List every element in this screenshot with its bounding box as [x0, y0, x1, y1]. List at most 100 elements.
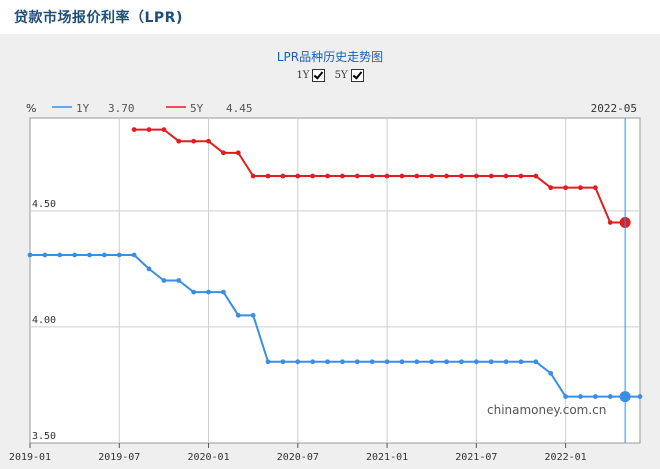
series-5y-point [429, 173, 435, 179]
series-5y-point [563, 185, 569, 191]
series-5y-point [578, 185, 583, 191]
toggle-5y[interactable]: 5Y [335, 69, 364, 82]
series-1y-point [221, 289, 226, 295]
series-5y-point [592, 185, 598, 191]
series-1y-point [265, 359, 271, 365]
series-5y-point [280, 173, 286, 179]
plot-area [29, 117, 641, 444]
series-1y-point [101, 252, 107, 258]
series-1y-point [340, 359, 345, 365]
grid [30, 118, 640, 443]
y-tick-label: 3.50 [32, 431, 56, 442]
series-5y-point [235, 150, 241, 156]
series-1y-point [161, 278, 167, 283]
series-1y-point [414, 359, 420, 365]
series-1y-point [191, 289, 197, 295]
series-1y-point [369, 359, 375, 365]
toggle-5y-checkbox[interactable] [350, 69, 364, 82]
series-5y-point [399, 173, 405, 179]
series-5y-point [295, 173, 301, 179]
series-1y-point [250, 312, 256, 318]
series-1y-point [131, 252, 137, 258]
series-1y-point [42, 252, 48, 258]
series-1y-point [87, 252, 92, 258]
series-5y-point [369, 173, 375, 179]
series-1y-point [503, 359, 509, 365]
toggle-1y-checkbox[interactable] [312, 69, 326, 82]
series-5y-point [310, 173, 316, 179]
page-title: 贷款市场报价利率（LPR) [14, 10, 183, 26]
series-1y-point [57, 252, 63, 258]
series-5y-point [146, 127, 152, 133]
series-1y-point [354, 359, 360, 365]
page-header: 贷款市场报价利率（LPR) [0, 0, 660, 34]
series-1y-point [176, 278, 182, 283]
series-5y-point [206, 138, 211, 144]
series-5y-point [384, 173, 390, 179]
series-5y-point [518, 173, 524, 179]
series-1y-point [518, 359, 524, 365]
series-1y-point [399, 359, 405, 365]
y-tick-label: 4.50 [32, 199, 56, 210]
series-1y-point [429, 359, 435, 365]
series-5y-line [134, 128, 626, 224]
legend-1y-name: 1Y [76, 102, 90, 115]
series-5y-point [354, 173, 360, 179]
series-1y-point [578, 394, 583, 399]
toggle-1y-label: 1Y [296, 70, 310, 81]
series-1y-point [444, 359, 449, 365]
x-tick-label: 2020-07 [277, 452, 319, 463]
series-1y-point [637, 394, 643, 399]
x-tick-label: 2022-01 [545, 452, 587, 463]
x-tick-label: 2021-07 [455, 452, 497, 463]
series-1y-point [459, 359, 464, 365]
series-1y-point [116, 252, 122, 258]
y-axis: 4.50 4.00 3.50 [32, 199, 56, 442]
series-1y-point [548, 370, 554, 376]
series-1y-point [27, 252, 33, 258]
x-tick-label: 2019-01 [9, 452, 51, 463]
cursor-date-label: 2022-05 [591, 102, 637, 115]
series-1y-point [310, 359, 316, 365]
series-5y-point [340, 173, 345, 179]
series-1y-point [488, 359, 494, 365]
series-5y-point [221, 150, 226, 156]
series-1y-point [280, 359, 286, 365]
series-1y-point [384, 359, 390, 365]
x-tick-label: 2019-07 [98, 452, 140, 463]
series-5y-point [325, 173, 330, 179]
series-5y-point [444, 173, 449, 179]
series-1y-point [563, 394, 569, 399]
x-axis: 2019-01 2019-07 2020-01 2020-07 2021-01 2021-… [9, 443, 587, 463]
x-tick-label: 2020-01 [187, 452, 229, 463]
series-5y-point [131, 127, 137, 133]
series-5y-point [176, 138, 182, 144]
y-unit-label: % [26, 102, 36, 115]
series-5y-point [191, 138, 197, 144]
series-1y-point [533, 359, 539, 365]
chart-title: LPR品种历史走势图 [276, 50, 384, 64]
series-5y-point [473, 173, 479, 179]
series-1y-point [146, 266, 152, 272]
series-5y-point [250, 173, 256, 179]
x-tick-label: 2021-01 [366, 452, 408, 463]
series-5y-point [265, 173, 271, 179]
toggle-5y-label: 5Y [334, 70, 348, 81]
legend-1y-value: 3.70 [108, 102, 135, 115]
series-1y-line [30, 253, 640, 398]
series-5y-point [414, 173, 420, 179]
series-5y-point [459, 173, 464, 179]
series-1y-point [206, 289, 211, 295]
series-1y-point [235, 312, 241, 318]
series-layer [27, 127, 643, 403]
y-tick-label: 4.00 [32, 315, 56, 326]
toggle-1y[interactable]: 1Y [296, 69, 326, 82]
series-1y-point [295, 359, 301, 365]
series-toggles: 1Y 5Y [0, 69, 660, 82]
series-1y-point [607, 394, 613, 399]
legend-5y-name: 5Y [190, 102, 204, 115]
series-5y-point [161, 127, 167, 133]
series-5y-point [503, 173, 509, 179]
series-1y-point [72, 252, 78, 258]
